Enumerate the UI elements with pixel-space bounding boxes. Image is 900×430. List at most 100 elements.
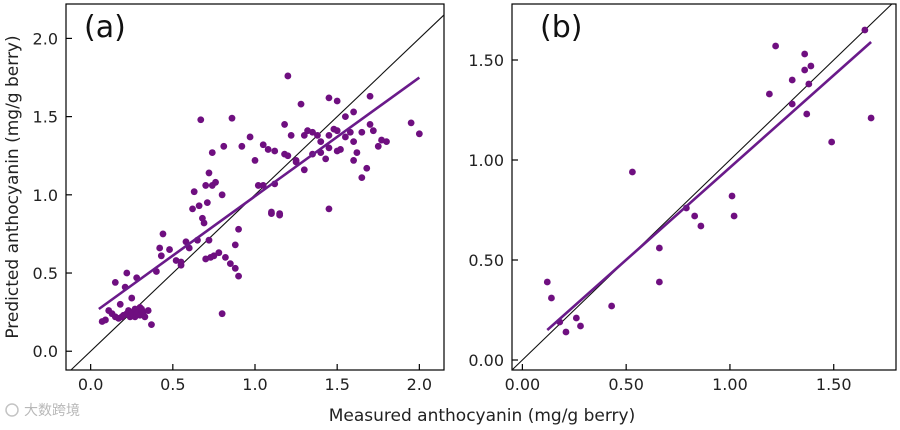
panel-b-point bbox=[803, 110, 811, 118]
panel-a-point bbox=[297, 100, 305, 108]
panel-b-points bbox=[543, 26, 875, 336]
panel-b-x-tick-label: 1.50 bbox=[816, 375, 852, 394]
panel-b-x-tick-label: 0.00 bbox=[505, 375, 541, 394]
panel-a-point bbox=[309, 128, 316, 136]
panel-b-frame bbox=[511, 3, 897, 371]
watermark-logo-icon bbox=[5, 403, 19, 417]
panel-a-point bbox=[325, 205, 333, 213]
panel-a-point bbox=[189, 205, 196, 213]
panel-a-y-tick-label: 2.0 bbox=[33, 29, 58, 48]
panel-a-point bbox=[190, 188, 198, 196]
panel-b-identity-line bbox=[511, 3, 893, 371]
panel-b-point bbox=[628, 168, 636, 176]
panel-a-point bbox=[341, 133, 349, 141]
panel-a-point bbox=[346, 128, 354, 136]
panel-a-point bbox=[317, 138, 325, 146]
panel-a-y-tick-label: 1.5 bbox=[33, 108, 58, 127]
panel-b-point bbox=[562, 328, 570, 336]
panel-a-point bbox=[325, 144, 333, 152]
panel-a-point bbox=[271, 147, 279, 155]
panel-a-point bbox=[383, 138, 390, 146]
panel-b-point bbox=[577, 322, 584, 330]
panel-a-point bbox=[210, 252, 218, 260]
panel-b-point bbox=[608, 302, 616, 310]
panel-a-point bbox=[325, 131, 333, 139]
panel-a-x-tick-label: 1.0 bbox=[242, 375, 267, 394]
panel-a-x-tick-label: 0.0 bbox=[78, 375, 103, 394]
panel-a-point bbox=[220, 142, 228, 150]
panel-a-point bbox=[166, 246, 173, 253]
panel-b-point bbox=[788, 100, 796, 108]
panel-a-point bbox=[350, 108, 358, 116]
panel-a-point bbox=[228, 114, 236, 122]
panel-a-x-tick-label: 1.5 bbox=[324, 375, 349, 394]
watermark-text: 大数跨境 bbox=[24, 403, 80, 419]
panel-b-point bbox=[765, 90, 773, 98]
panel-a-point bbox=[358, 174, 366, 182]
panel-b: 0.00 0.50 1.00 1.50 0.00 0.50 1.00 1.50 (b) bbox=[468, 3, 897, 394]
panel-a-point bbox=[238, 142, 246, 150]
panel-a-point bbox=[341, 113, 349, 121]
panel-a-point bbox=[369, 127, 377, 135]
panel-a-label: (a) bbox=[84, 10, 126, 45]
panel-a-point bbox=[148, 321, 155, 329]
panel-b-y-tick-label: 1.50 bbox=[468, 51, 504, 70]
panel-b-point bbox=[543, 278, 551, 286]
panel-b-point bbox=[730, 212, 738, 220]
panel-a-point bbox=[159, 230, 167, 238]
panel-a-point bbox=[205, 169, 213, 177]
panel-a-point bbox=[322, 155, 330, 163]
panel-a-point bbox=[264, 146, 272, 153]
panel-a-point bbox=[202, 182, 210, 189]
panel-a-point bbox=[353, 149, 361, 156]
panel-b-y-tick-label: 1.00 bbox=[468, 151, 504, 170]
panel-a-x-tick-label: 0.5 bbox=[160, 375, 185, 394]
panel-a-point bbox=[218, 310, 226, 318]
panel-a: 0.0 0.5 1.0 1.5 2.0 0.0 0.5 1.0 1.5 2.0 (a) bbox=[33, 3, 445, 394]
panel-a-point bbox=[203, 199, 211, 207]
x-axis-title: Measured anthocyanin (mg/g berry) bbox=[329, 406, 636, 426]
panel-a-point bbox=[259, 182, 267, 189]
panel-b-point bbox=[801, 50, 809, 58]
panel-a-point bbox=[222, 253, 229, 261]
panel-b-point bbox=[655, 278, 663, 286]
panel-a-point bbox=[333, 147, 341, 155]
panel-b-x-tick-label: 1.00 bbox=[712, 375, 748, 394]
panel-a-point bbox=[128, 294, 136, 302]
panel-a-point bbox=[212, 178, 219, 186]
panel-a-point bbox=[157, 252, 165, 260]
panel-b-ticks bbox=[512, 59, 835, 370]
panel-a-point bbox=[284, 72, 292, 80]
panel-a-point bbox=[333, 127, 341, 135]
panel-a-point bbox=[156, 244, 164, 252]
panel-a-tick-labels: 0.0 0.5 1.0 1.5 2.0 0.0 0.5 1.0 1.5 2.0 bbox=[33, 29, 433, 394]
panel-a-point bbox=[208, 149, 216, 156]
panel-a-x-tick-label: 2.0 bbox=[407, 375, 432, 394]
panel-a-y-tick-label: 0.0 bbox=[33, 342, 58, 361]
panel-a-point bbox=[123, 269, 131, 277]
panel-a-y-tick-label: 1.0 bbox=[33, 186, 58, 205]
panel-b-point bbox=[801, 66, 809, 74]
panel-a-points bbox=[98, 72, 423, 329]
panel-a-point bbox=[138, 305, 146, 313]
panel-a-point bbox=[102, 316, 109, 324]
panel-a-point bbox=[116, 300, 124, 308]
panel-a-point bbox=[415, 130, 423, 138]
panel-a-point bbox=[231, 264, 239, 272]
panel-a-point bbox=[276, 211, 284, 219]
panel-a-point bbox=[141, 313, 149, 321]
panel-a-point bbox=[251, 157, 259, 164]
panel-a-ticks bbox=[66, 37, 420, 370]
watermark: 大数跨境 bbox=[5, 403, 80, 419]
panel-a-point bbox=[218, 191, 226, 199]
panel-b-point bbox=[697, 222, 705, 230]
panel-b-point bbox=[655, 244, 663, 252]
panel-a-point bbox=[333, 97, 341, 105]
panel-a-point bbox=[292, 157, 300, 164]
panel-a-point bbox=[205, 236, 213, 244]
panel-a-point bbox=[358, 128, 366, 136]
panel-a-point bbox=[235, 272, 242, 280]
panel-a-point bbox=[300, 166, 308, 174]
panel-b-point bbox=[788, 76, 796, 84]
